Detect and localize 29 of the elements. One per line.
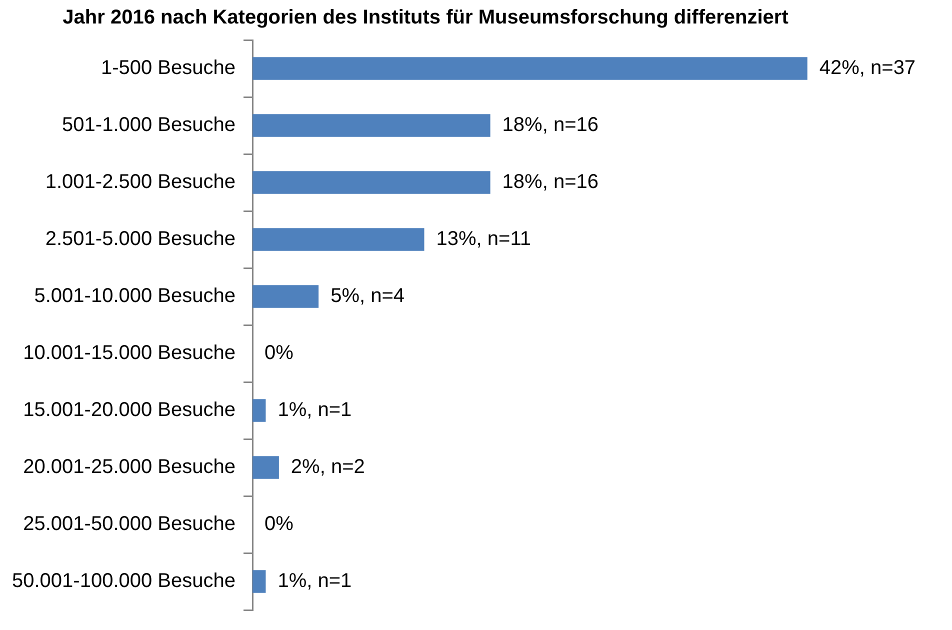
- y-tick-label: 5.001-10.000 Besuche: [34, 285, 236, 308]
- y-tick-label: 50.001-100.000 Besuche: [12, 570, 236, 592]
- bar: [252, 570, 266, 593]
- y-tick-label: 20.001-25.000 Besuche: [23, 456, 236, 478]
- y-tick-label: 501-1.000 Besuche: [62, 114, 236, 136]
- y-tick-label: 1-500 Besuche: [100, 57, 236, 80]
- bar: [252, 57, 808, 80]
- bar: [252, 171, 490, 194]
- y-tick-label: 15.001-20.000 Besuche: [23, 399, 236, 422]
- bar: [252, 456, 279, 479]
- chart-title: Jahr 2016 nach Kategorien des Instituts für Museumsforschung differenziert: [62, 6, 789, 29]
- data-label: 5%, n=4: [330, 285, 405, 308]
- data-label: 0%: [264, 342, 294, 364]
- bar: [252, 228, 424, 251]
- data-label: 1%, n=1: [278, 570, 352, 592]
- data-label: 2%, n=2: [290, 456, 365, 478]
- y-tick-label: 2.501-5.000 Besuche: [45, 228, 236, 250]
- bar: [252, 285, 319, 308]
- bar: [252, 399, 266, 422]
- data-label: 0%: [264, 513, 294, 536]
- bar: [252, 114, 490, 137]
- y-tick-label: 25.001-50.000 Besuche: [23, 513, 236, 536]
- data-label: 13%, n=11: [436, 228, 531, 250]
- data-label: 18%, n=16: [502, 171, 599, 194]
- y-tick-label: 10.001-15.000 Besuche: [23, 342, 236, 364]
- data-label: 42%, n=37: [819, 57, 916, 80]
- data-label: 18%, n=16: [502, 114, 599, 136]
- data-label: 1%, n=1: [278, 399, 352, 422]
- y-tick-label: 1.001-2.500 Besuche: [45, 171, 236, 194]
